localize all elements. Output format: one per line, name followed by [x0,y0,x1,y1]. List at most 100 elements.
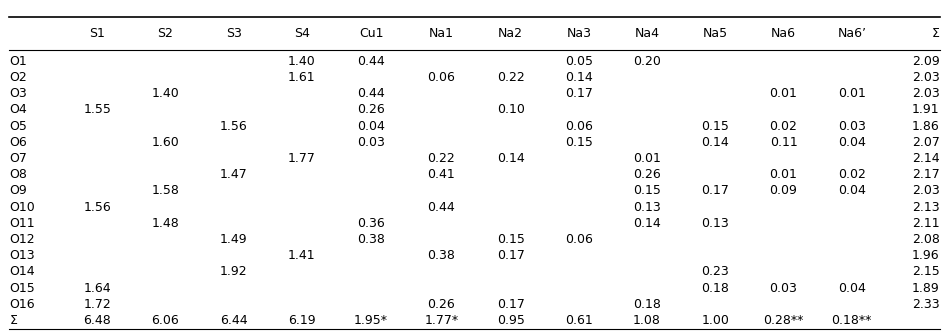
Text: 0.03: 0.03 [357,136,385,149]
Text: 0.14: 0.14 [701,136,729,149]
Text: 0.15: 0.15 [633,184,661,198]
Text: 1.58: 1.58 [152,184,179,198]
Text: S3: S3 [226,27,242,40]
Text: 6.19: 6.19 [288,314,316,327]
Text: 1.41: 1.41 [288,249,316,262]
Text: 2.03: 2.03 [912,184,940,198]
Text: O4: O4 [9,103,28,116]
Text: 0.03: 0.03 [838,120,865,132]
Text: 0.26: 0.26 [357,103,385,116]
Text: 0.18: 0.18 [633,298,661,311]
Text: 0.20: 0.20 [633,55,661,68]
Text: O3: O3 [9,87,28,100]
Text: 1.60: 1.60 [152,136,179,149]
Text: 1.96: 1.96 [912,249,940,262]
Text: 1.77: 1.77 [288,152,316,165]
Text: O6: O6 [9,136,28,149]
Text: 0.17: 0.17 [496,298,525,311]
Text: 0.44: 0.44 [427,201,456,213]
Text: 2.33: 2.33 [912,298,940,311]
Text: 0.61: 0.61 [565,314,593,327]
Text: 1.40: 1.40 [288,55,316,68]
Text: 0.22: 0.22 [496,71,525,84]
Text: 0.01: 0.01 [838,87,865,100]
Text: O2: O2 [9,71,28,84]
Text: O16: O16 [9,298,35,311]
Text: 1.92: 1.92 [220,266,248,279]
Text: 0.18**: 0.18** [831,314,872,327]
Text: S1: S1 [89,27,105,40]
Text: O12: O12 [9,233,35,246]
Text: 2.17: 2.17 [912,168,940,181]
Text: O8: O8 [9,168,28,181]
Text: 1.89: 1.89 [912,282,940,295]
Text: 1.49: 1.49 [220,233,248,246]
Text: O11: O11 [9,217,35,230]
Text: 0.38: 0.38 [427,249,456,262]
Text: 0.17: 0.17 [496,249,525,262]
Text: 0.10: 0.10 [496,103,525,116]
Text: Na6’: Na6’ [837,27,866,40]
Text: 0.15: 0.15 [565,136,593,149]
Text: Σ: Σ [9,314,17,327]
Text: 0.14: 0.14 [496,152,525,165]
Text: O13: O13 [9,249,35,262]
Text: 0.26: 0.26 [633,168,661,181]
Text: 0.06: 0.06 [427,71,456,84]
Text: 0.11: 0.11 [770,136,797,149]
Text: 1.61: 1.61 [288,71,316,84]
Text: Cu1: Cu1 [359,27,383,40]
Text: 0.15: 0.15 [496,233,525,246]
Text: 6.06: 6.06 [152,314,179,327]
Text: 0.38: 0.38 [357,233,385,246]
Text: O10: O10 [9,201,35,213]
Text: 1.56: 1.56 [84,201,111,213]
Text: 1.77*: 1.77* [424,314,458,327]
Text: 0.44: 0.44 [357,87,385,100]
Text: Na3: Na3 [567,27,591,40]
Text: 0.04: 0.04 [838,136,865,149]
Text: Na5: Na5 [702,27,728,40]
Text: 0.18: 0.18 [701,282,729,295]
Text: S4: S4 [294,27,310,40]
Text: 2.11: 2.11 [912,217,940,230]
Text: Na4: Na4 [635,27,660,40]
Text: 1.56: 1.56 [220,120,248,132]
Text: 0.26: 0.26 [427,298,456,311]
Text: O1: O1 [9,55,28,68]
Text: 0.44: 0.44 [357,55,385,68]
Text: 0.04: 0.04 [838,282,865,295]
Text: 0.04: 0.04 [357,120,385,132]
Text: 2.03: 2.03 [912,71,940,84]
Text: 2.07: 2.07 [912,136,940,149]
Text: O14: O14 [9,266,35,279]
Text: 0.17: 0.17 [701,184,729,198]
Text: 1.72: 1.72 [84,298,111,311]
Text: 1.00: 1.00 [701,314,729,327]
Text: 1.91: 1.91 [912,103,940,116]
Text: 0.22: 0.22 [427,152,456,165]
Text: 0.13: 0.13 [633,201,661,213]
Text: 0.05: 0.05 [565,55,593,68]
Text: 0.04: 0.04 [838,184,865,198]
Text: 2.13: 2.13 [912,201,940,213]
Text: 0.13: 0.13 [701,217,729,230]
Text: 1.08: 1.08 [633,314,661,327]
Text: 0.23: 0.23 [701,266,729,279]
Text: 0.06: 0.06 [565,120,593,132]
Text: 1.64: 1.64 [84,282,111,295]
Text: 0.01: 0.01 [633,152,661,165]
Text: 0.02: 0.02 [838,168,865,181]
Text: 1.40: 1.40 [152,87,179,100]
Text: 0.14: 0.14 [633,217,661,230]
Text: Na6: Na6 [771,27,796,40]
Text: 1.55: 1.55 [84,103,111,116]
Text: 2.08: 2.08 [912,233,940,246]
Text: 0.06: 0.06 [565,233,593,246]
Text: 2.03: 2.03 [912,87,940,100]
Text: 0.17: 0.17 [565,87,593,100]
Text: 0.14: 0.14 [565,71,593,84]
Text: 0.41: 0.41 [427,168,456,181]
Text: 2.14: 2.14 [912,152,940,165]
Text: 0.01: 0.01 [770,87,797,100]
